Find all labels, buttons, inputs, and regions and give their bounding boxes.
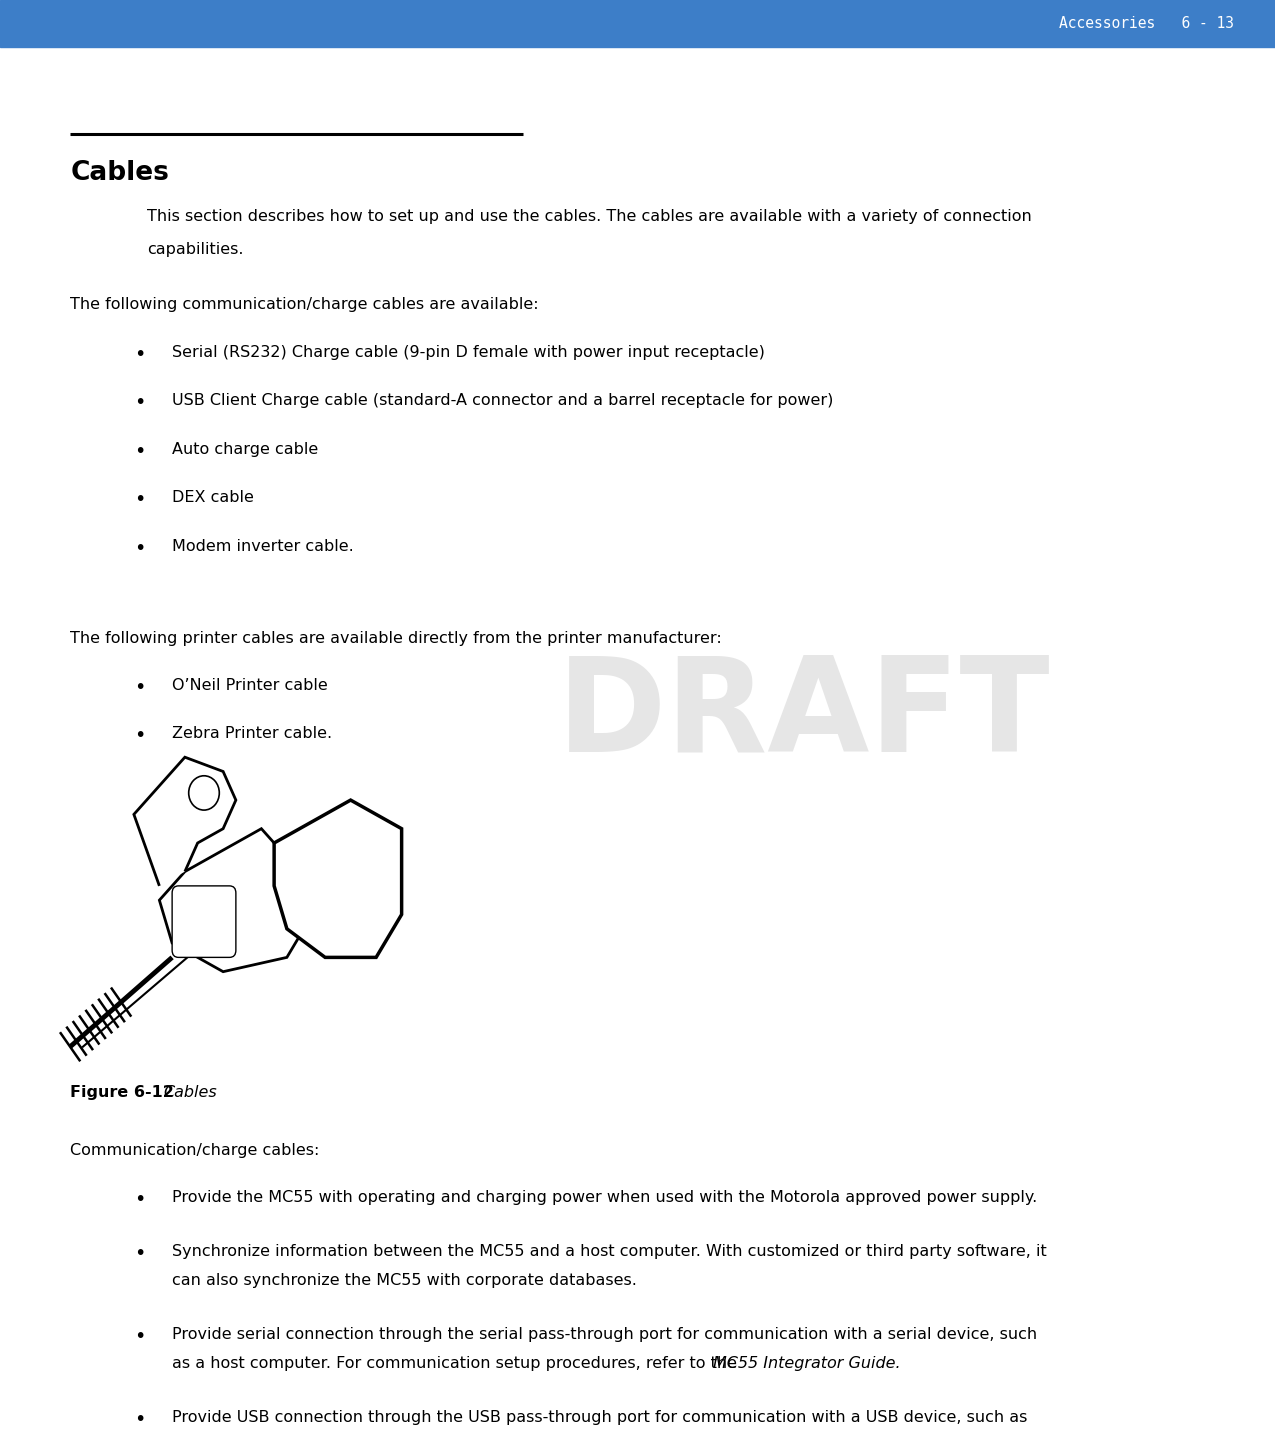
PathPatch shape <box>159 829 312 972</box>
Circle shape <box>189 775 219 809</box>
Text: •: • <box>134 345 145 363</box>
Text: •: • <box>134 442 145 460</box>
Text: Communication/charge cables:: Communication/charge cables: <box>70 1143 320 1157</box>
Text: •: • <box>134 1327 145 1346</box>
Text: Modem inverter cable.: Modem inverter cable. <box>172 539 354 553</box>
Text: This section describes how to set up and use the cables. The cables are availabl: This section describes how to set up and… <box>147 209 1031 223</box>
Text: Figure 6-12: Figure 6-12 <box>70 1085 173 1100</box>
Bar <box>0 0 1275 47</box>
Text: Serial (RS232) Charge cable (9-pin D female with power input receptacle): Serial (RS232) Charge cable (9-pin D fem… <box>172 345 765 359</box>
Text: •: • <box>134 539 145 558</box>
Text: Auto charge cable: Auto charge cable <box>172 442 319 456</box>
Text: •: • <box>134 1244 145 1263</box>
Text: The following printer cables are available directly from the printer manufacture: The following printer cables are availab… <box>70 631 722 645</box>
Text: •: • <box>134 490 145 509</box>
Text: MC55 Integrator Guide.: MC55 Integrator Guide. <box>713 1356 901 1370</box>
Text: The following communication/charge cables are available:: The following communication/charge cable… <box>70 297 539 312</box>
Text: can also synchronize the MC55 with corporate databases.: can also synchronize the MC55 with corpo… <box>172 1273 638 1287</box>
Text: capabilities.: capabilities. <box>147 242 244 256</box>
Text: DEX cable: DEX cable <box>172 490 254 505</box>
Text: USB Client Charge cable (standard-A connector and a barrel receptacle for power): USB Client Charge cable (standard-A conn… <box>172 393 834 408</box>
Text: •: • <box>134 1410 145 1429</box>
Text: •: • <box>134 726 145 745</box>
Text: Cables: Cables <box>70 160 170 186</box>
Text: O’Neil Printer cable: O’Neil Printer cable <box>172 678 328 692</box>
Text: DRAFT: DRAFT <box>556 652 1051 778</box>
Text: Provide the MC55 with operating and charging power when used with the Motorola a: Provide the MC55 with operating and char… <box>172 1190 1038 1204</box>
Text: •: • <box>134 678 145 696</box>
Text: Provide serial connection through the serial pass-through port for communication: Provide serial connection through the se… <box>172 1327 1038 1341</box>
Text: Synchronize information between the MC55 and a host computer. With customized or: Synchronize information between the MC55… <box>172 1244 1047 1258</box>
Text: Provide USB connection through the USB pass-through port for communication with : Provide USB connection through the USB p… <box>172 1410 1028 1424</box>
Text: Zebra Printer cable.: Zebra Printer cable. <box>172 726 333 741</box>
Text: •: • <box>134 393 145 412</box>
FancyBboxPatch shape <box>172 887 236 958</box>
PathPatch shape <box>274 801 402 958</box>
Text: as a host computer. For communication setup procedures, refer to the: as a host computer. For communication se… <box>172 1356 742 1370</box>
Text: •: • <box>134 1190 145 1208</box>
Text: Accessories   6 - 13: Accessories 6 - 13 <box>1060 16 1234 31</box>
PathPatch shape <box>134 758 236 887</box>
Text: Cables: Cables <box>163 1085 217 1100</box>
